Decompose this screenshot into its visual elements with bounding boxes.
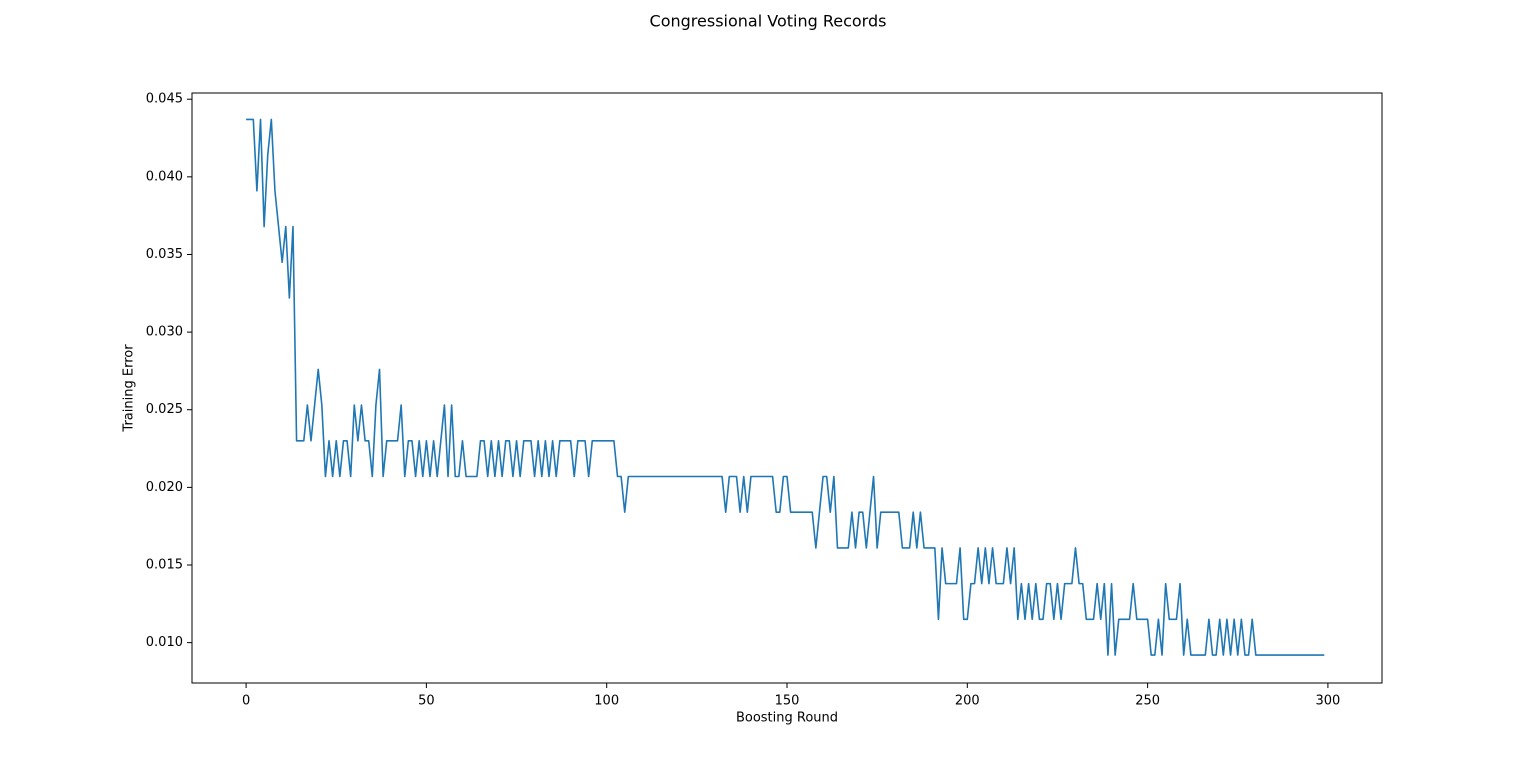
plot-frame xyxy=(191,92,1383,684)
x-tick-label: 250 xyxy=(1135,694,1160,709)
y-tick-label: 0.015 xyxy=(146,558,183,573)
x-tick-label: 0 xyxy=(242,694,250,709)
x-tick-label: 150 xyxy=(775,694,800,709)
y-axis-label: Training Error xyxy=(122,344,137,433)
x-tick-label: 50 xyxy=(418,694,435,709)
x-axis-label: Boosting Round xyxy=(736,711,838,726)
y-tick-label: 0.020 xyxy=(146,480,183,495)
y-tick-label: 0.035 xyxy=(146,247,183,262)
y-tick-label: 0.030 xyxy=(146,325,183,340)
y-tick-label: 0.010 xyxy=(146,635,183,650)
chart-title: Congressional Voting Records xyxy=(650,12,887,31)
x-tick-label: 200 xyxy=(955,694,980,709)
y-tick-label: 0.040 xyxy=(146,169,183,184)
y-tick-label: 0.025 xyxy=(146,402,183,417)
data-line xyxy=(246,118,1325,656)
x-tick-label: 100 xyxy=(594,694,619,709)
y-tick-label: 0.045 xyxy=(146,92,183,107)
x-tick-label: 300 xyxy=(1315,694,1340,709)
